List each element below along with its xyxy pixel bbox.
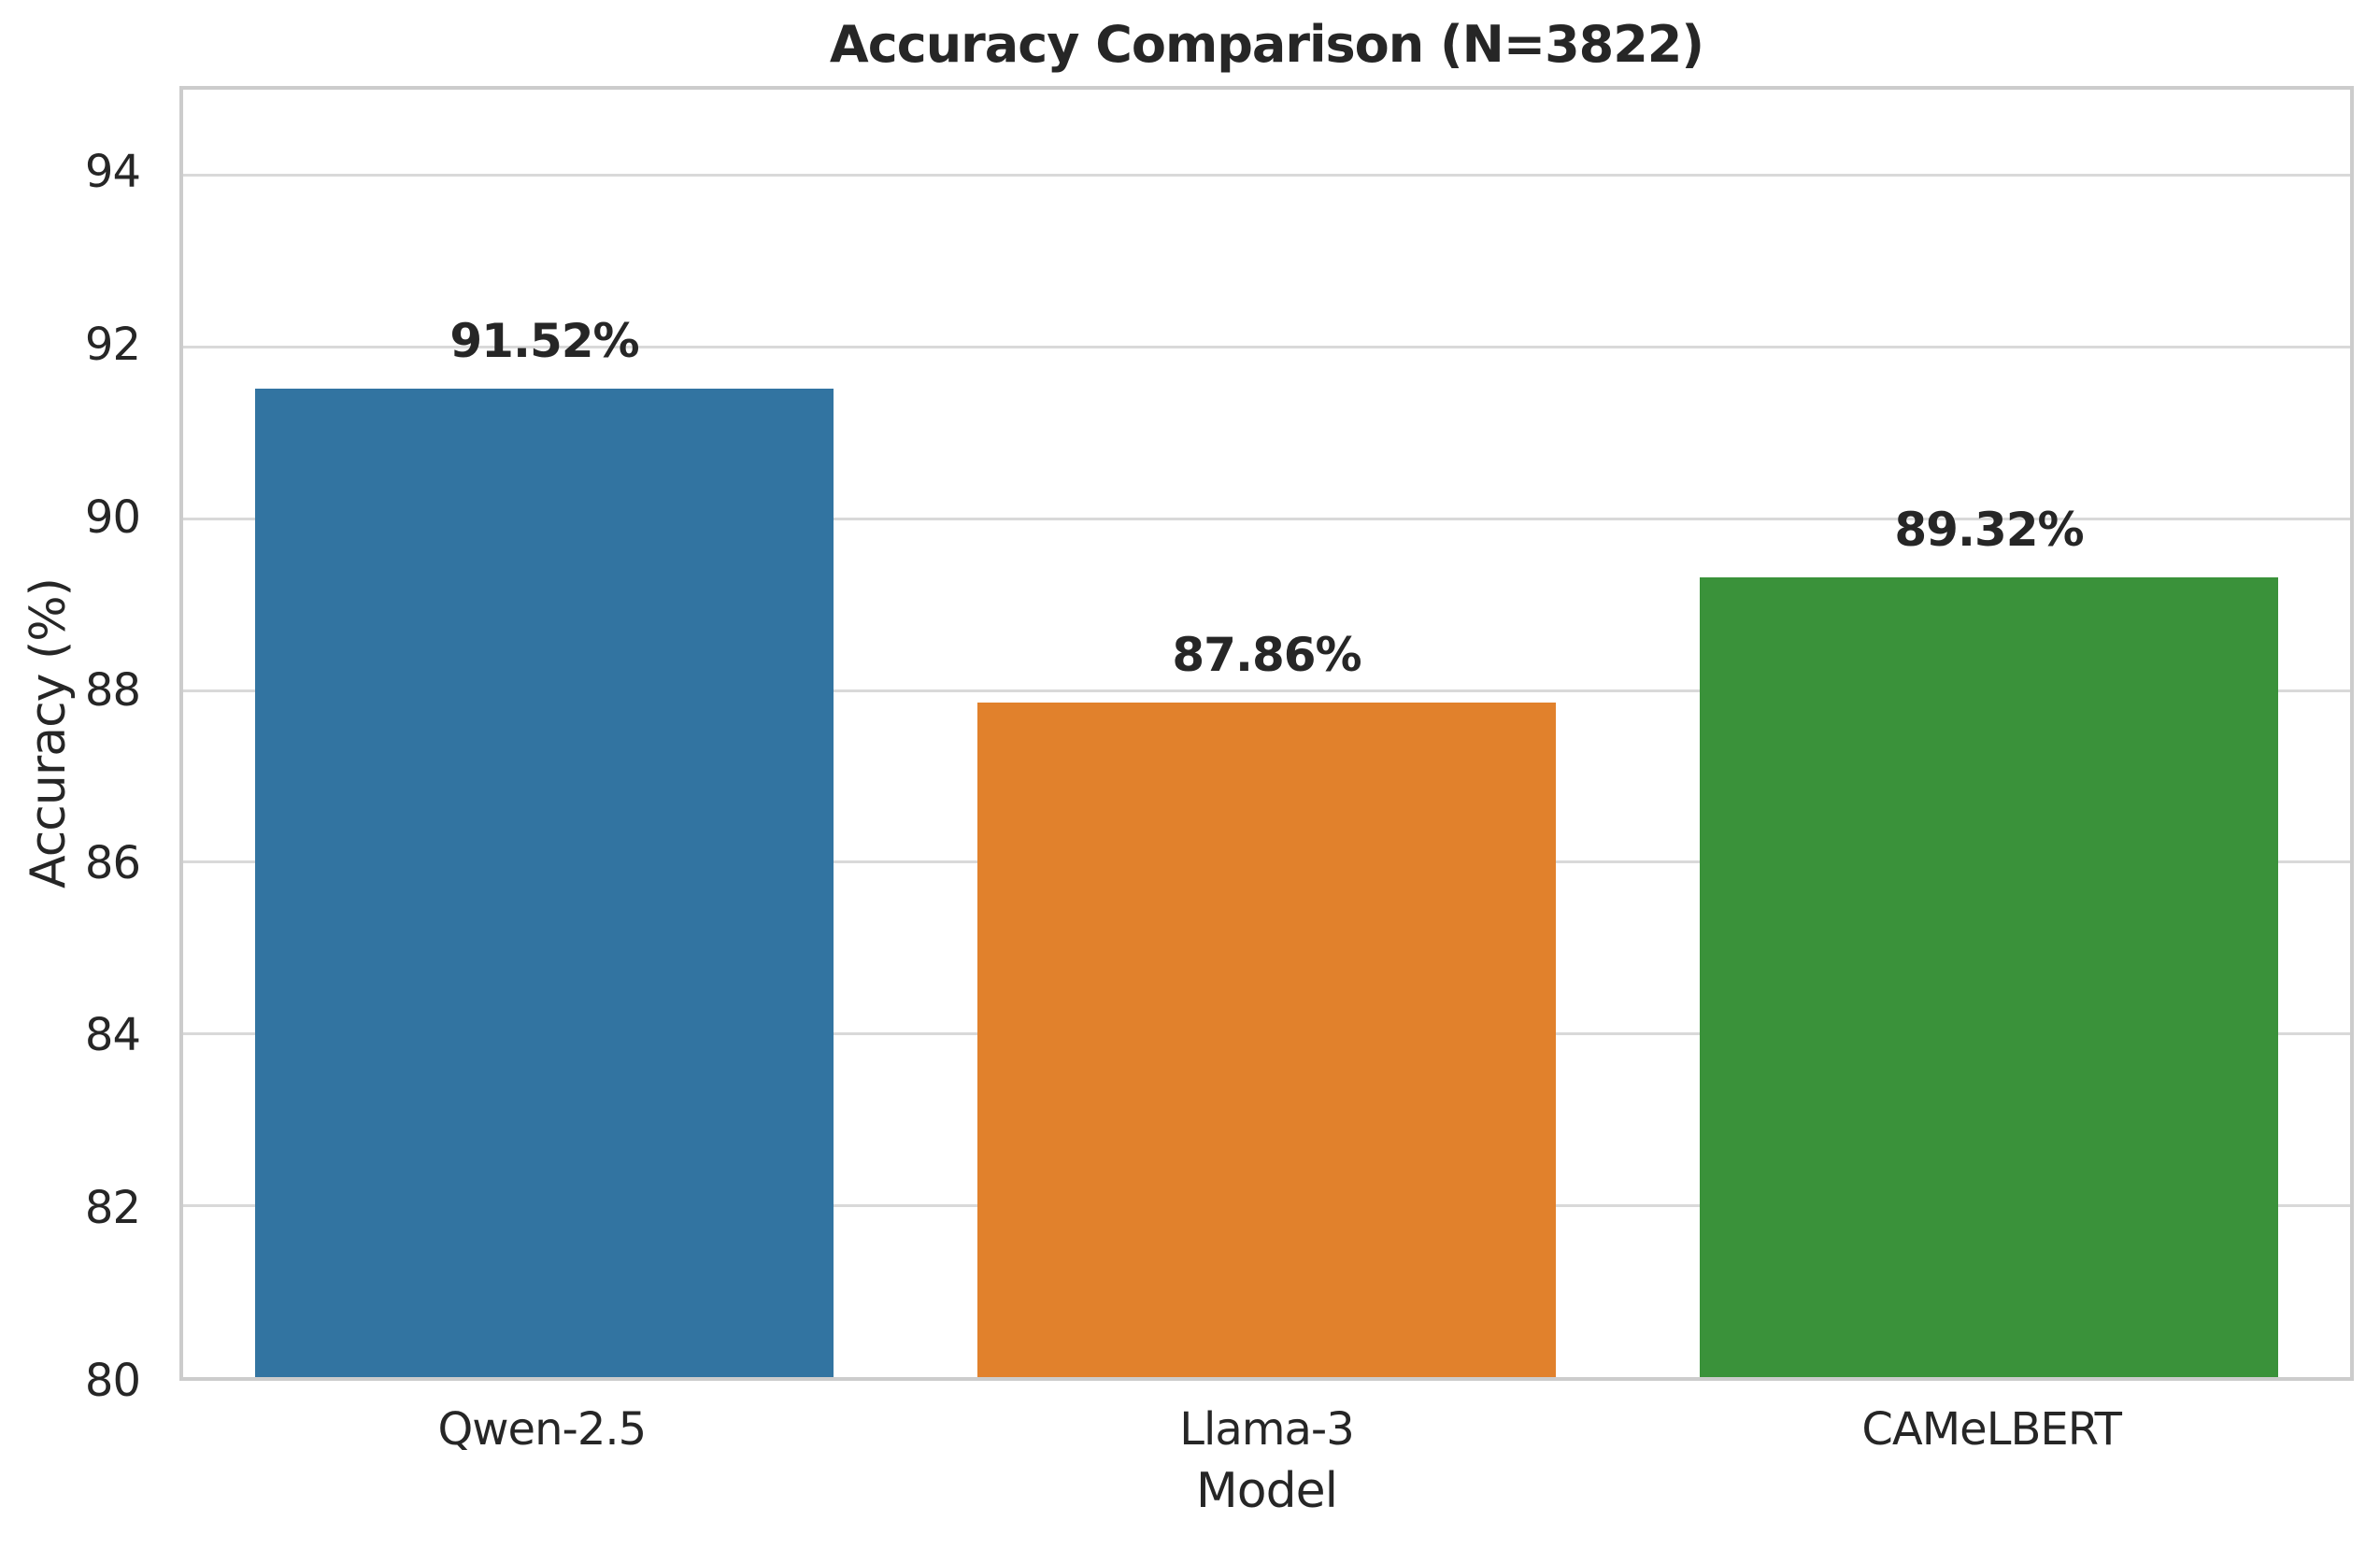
bar-CAMeLBERT: [1700, 576, 2278, 1377]
gridline: [183, 689, 2350, 692]
bar-value-label: 89.32%: [1894, 502, 2084, 557]
x-tick-label: Qwen-2.5: [437, 1403, 648, 1456]
y-tick-label: 84: [84, 1009, 141, 1062]
bar-value-label: 91.52%: [449, 313, 639, 368]
x-tick-label: Llama-3: [1179, 1403, 1355, 1456]
y-tick-label: 88: [84, 663, 141, 717]
plot-area: 91.52% 87.86% 89.32%: [179, 86, 2354, 1381]
y-tick-label: 92: [84, 319, 141, 372]
y-tick-label: 82: [84, 1182, 141, 1235]
y-tick-label: 90: [84, 491, 141, 544]
y-tick-label: 94: [84, 146, 141, 199]
x-tick-row: Qwen-2.5 Llama-3 CAMeLBERT: [179, 1403, 2354, 1459]
gridline: [183, 346, 2350, 349]
bar-value-label: 87.86%: [1172, 627, 1361, 682]
bar-Qwen-2.5: [255, 388, 834, 1377]
gridline: [183, 517, 2350, 520]
x-tick-label: CAMeLBERT: [1861, 1403, 2121, 1456]
y-tick-label: 86: [84, 836, 141, 889]
bar-Llama-3: [977, 702, 1556, 1377]
chart-title: Accuracy Comparison (N=3822): [829, 15, 1704, 74]
y-tick-label: 80: [84, 1355, 141, 1407]
x-axis-label: Model: [1195, 1463, 1338, 1519]
gridline: [183, 174, 2350, 178]
